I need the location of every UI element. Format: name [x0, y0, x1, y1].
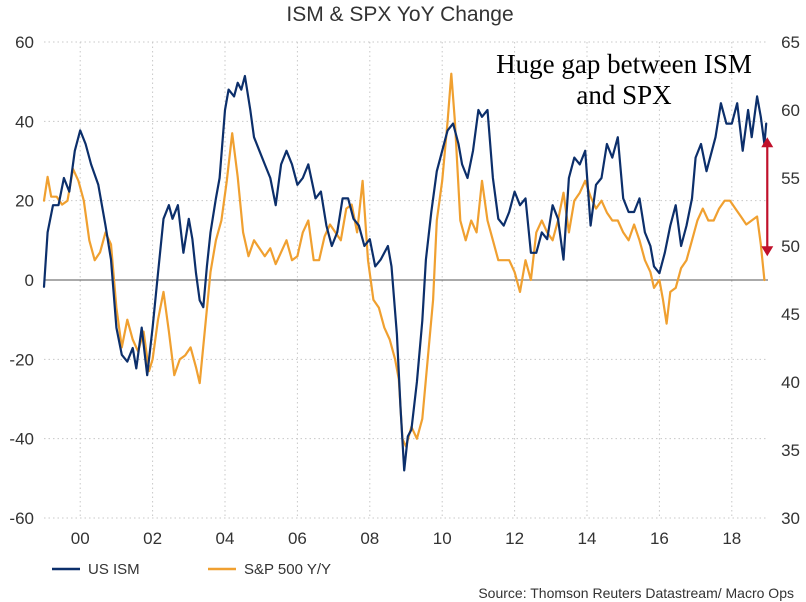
y-right-tick-label: 65: [781, 33, 800, 52]
y-right-tick-label: 45: [781, 305, 800, 324]
left-axis-ticks: 60 40 20 0 -20 -40 -60: [9, 33, 34, 528]
y-right-tick-label: 30: [781, 509, 800, 528]
x-tick-label: 14: [578, 529, 597, 548]
annotation-text: Huge gap between ISM and SPX: [496, 49, 752, 110]
source-note: Source: Thomson Reuters Datastream/ Macr…: [478, 585, 794, 601]
y-left-tick-label: 40: [15, 112, 34, 131]
y-left-tick-label: -40: [9, 430, 34, 449]
y-left-tick-label: 60: [15, 33, 34, 52]
y-right-tick-label: 55: [781, 169, 800, 188]
annotation-line-1: Huge gap between ISM: [496, 49, 752, 79]
x-tick-label: 08: [360, 529, 379, 548]
y-left-tick-label: -20: [9, 350, 34, 369]
sp500-yoy-line: [42, 72, 766, 448]
legend-label-us-ism: US ISM: [88, 561, 140, 578]
right-axis-ticks: 65 60 55 50 45 40 35 30: [781, 33, 800, 528]
y-left-tick-label: 0: [25, 271, 34, 290]
x-tick-label: 00: [71, 529, 90, 548]
y-left-tick-label: -60: [9, 509, 34, 528]
x-tick-label: 02: [143, 529, 162, 548]
x-tick-label: 04: [216, 529, 235, 548]
x-axis-ticks: 00 02 04 06 08 10 12 14 16 18: [71, 529, 742, 548]
gap-arrow: [761, 137, 774, 257]
y-left-tick-label: 20: [15, 192, 34, 211]
annotation-line-2: and SPX: [576, 80, 672, 110]
legend: US ISM S&P 500 Y/Y: [52, 561, 331, 578]
x-tick-label: 18: [722, 529, 741, 548]
gap-arrow-head-top: [761, 137, 774, 148]
y-right-tick-label: 50: [781, 237, 800, 256]
legend-label-sp500: S&P 500 Y/Y: [244, 561, 331, 578]
y-right-tick-label: 60: [781, 101, 800, 120]
x-tick-label: 10: [433, 529, 452, 548]
y-right-tick-label: 40: [781, 373, 800, 392]
x-tick-label: 16: [650, 529, 669, 548]
x-tick-label: 06: [288, 529, 307, 548]
x-tick-label: 12: [505, 529, 524, 548]
y-right-tick-label: 35: [781, 441, 800, 460]
gap-arrow-head-bottom: [761, 246, 774, 257]
us-ism-line: [42, 74, 768, 472]
series-lines: [42, 72, 768, 472]
chart-title: ISM & SPX YoY Change: [286, 3, 513, 26]
